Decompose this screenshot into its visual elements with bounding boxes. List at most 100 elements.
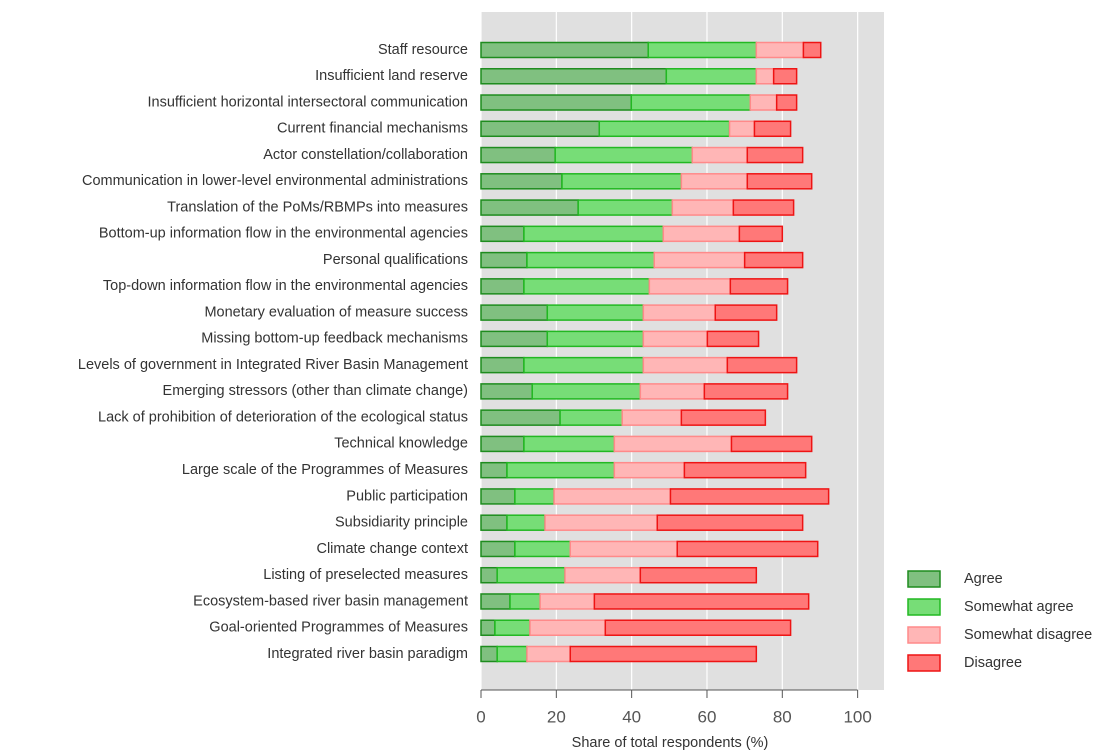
bar-segment — [480, 566, 498, 584]
bar-segment — [480, 68, 668, 85]
bar-segment — [706, 330, 760, 348]
bar-segment — [642, 356, 729, 374]
bar-segment — [613, 435, 733, 453]
bar-segment — [480, 330, 549, 348]
bar-segment — [738, 225, 784, 243]
bar-segment — [509, 593, 541, 610]
legend-swatch — [907, 626, 941, 644]
x-tick-label: 20 — [547, 707, 566, 726]
category-label: Monetary evaluation of measure success — [204, 304, 468, 320]
bar-segment — [480, 225, 525, 243]
bar-segment — [732, 199, 795, 216]
bar-segment — [480, 619, 496, 636]
bar-segment — [680, 173, 749, 190]
bar-segment — [480, 120, 601, 138]
bar-segment — [755, 41, 805, 59]
bar-segment — [746, 173, 813, 190]
bar-segment — [648, 278, 732, 295]
bar-segment — [523, 356, 645, 374]
category-label: Goal-oriented Programmes of Measures — [209, 620, 468, 636]
bar-segment — [480, 461, 508, 479]
bar-segment — [480, 251, 528, 269]
bar-segment — [613, 461, 686, 479]
bar-segment — [480, 488, 516, 505]
bar-segment — [653, 251, 746, 269]
x-tick-label: 100 — [843, 707, 871, 726]
category-label: Actor constellation/collaboration — [263, 147, 468, 163]
bar-segment — [529, 619, 607, 636]
bar-segment — [604, 619, 792, 636]
bar-segment — [514, 488, 555, 505]
bar-segment — [480, 540, 516, 558]
x-tick-label: 0 — [476, 707, 485, 726]
bar-segment — [546, 330, 645, 348]
legend-label: Somewhat agree — [964, 599, 1074, 615]
category-label: Technical knowledge — [334, 436, 468, 452]
bar-segment — [656, 514, 804, 531]
category-label: Top-down information flow in the environ… — [103, 278, 468, 294]
bar-segment — [480, 645, 498, 663]
bar-segment — [523, 435, 616, 453]
legend-swatch — [907, 654, 941, 672]
bar-segment — [514, 540, 572, 558]
bar-segment — [480, 409, 561, 426]
bar-segment — [569, 540, 678, 558]
category-label: Current financial mechanisms — [277, 121, 468, 137]
bar-segment — [703, 383, 789, 400]
bar-segment — [480, 278, 525, 295]
category-label: Staff resource — [378, 42, 468, 58]
bar-segment — [553, 488, 672, 505]
bar-segment — [569, 645, 758, 663]
bar-segment — [730, 435, 813, 453]
bar-segment — [691, 146, 749, 164]
bar-segment — [539, 593, 596, 610]
bar-segment — [665, 68, 758, 85]
bar-segment — [755, 68, 775, 85]
legend-label: Disagree — [964, 655, 1022, 671]
bar-segment — [506, 514, 546, 531]
category-label: Climate change context — [316, 541, 468, 557]
bar-segment — [496, 645, 528, 663]
bar-segment — [546, 304, 645, 321]
bar-segment — [496, 566, 566, 584]
category-label: Emerging stressors (other than climate c… — [163, 383, 468, 399]
category-label: Translation of the PoMs/RBMPs into measu… — [167, 199, 468, 215]
bar-segment — [669, 488, 830, 505]
category-label: Integrated river basin paradigm — [267, 646, 468, 662]
bar-segment — [564, 566, 642, 584]
plot-background — [481, 12, 884, 690]
bar-segment — [554, 146, 694, 164]
bar-segment — [523, 278, 651, 295]
category-label: Ecosystem-based river basin management — [193, 593, 468, 609]
bar-segment — [671, 199, 735, 216]
category-label: Missing bottom-up feedback mechanisms — [201, 331, 468, 347]
x-axis-label: Share of total respondents (%) — [572, 735, 769, 751]
category-label: Bottom-up information flow in the enviro… — [99, 226, 468, 242]
bar-segment — [802, 41, 822, 59]
x-tick-label: 60 — [698, 707, 717, 726]
bar-segment — [480, 356, 525, 374]
bar-segment — [494, 619, 531, 636]
legend-label: Somewhat disagree — [964, 627, 1092, 643]
bar-segment — [743, 251, 804, 269]
bar-segment — [559, 409, 623, 426]
category-label: Listing of preselected measures — [263, 567, 468, 583]
category-label: Large scale of the Programmes of Measure… — [182, 462, 468, 478]
bar-segment — [523, 225, 665, 243]
category-label: Lack of prohibition of deterioration of … — [98, 409, 468, 425]
bar-segment — [480, 304, 549, 321]
bar-segment — [753, 120, 792, 138]
bar-segment — [526, 645, 572, 663]
bar-segment — [647, 41, 758, 59]
bar-segment — [531, 383, 642, 400]
bar-segment — [480, 383, 533, 400]
bar-segment — [772, 68, 798, 85]
category-label: Insufficient horizontal intersectoral co… — [147, 94, 468, 110]
legend-label: Agree — [964, 571, 1003, 587]
bar-segment — [577, 199, 674, 216]
category-label: Subsidiarity principle — [335, 515, 468, 531]
bar-segment — [642, 304, 717, 321]
bar-segment — [676, 540, 819, 558]
bar-segment — [775, 94, 798, 111]
bar-segment — [480, 146, 556, 164]
